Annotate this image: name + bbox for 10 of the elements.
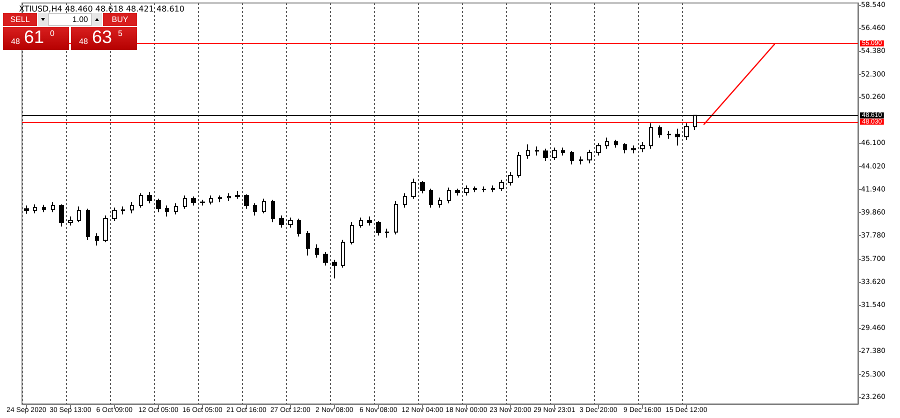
annotation: 0 [50, 29, 54, 38]
annotation: SELL [3, 13, 37, 26]
annotation: 48 [79, 37, 88, 46]
annotation: 1.00 [48, 13, 92, 26]
annotation: 61 [24, 27, 44, 48]
annotation: BUY [103, 13, 137, 26]
annotation: 5 [118, 29, 122, 38]
text: 48 [11, 37, 20, 46]
annotation: 63 [92, 27, 112, 48]
chart-title: XTIUSD,H4 48.460 48.618 48.421 48.610 [19, 4, 184, 14]
